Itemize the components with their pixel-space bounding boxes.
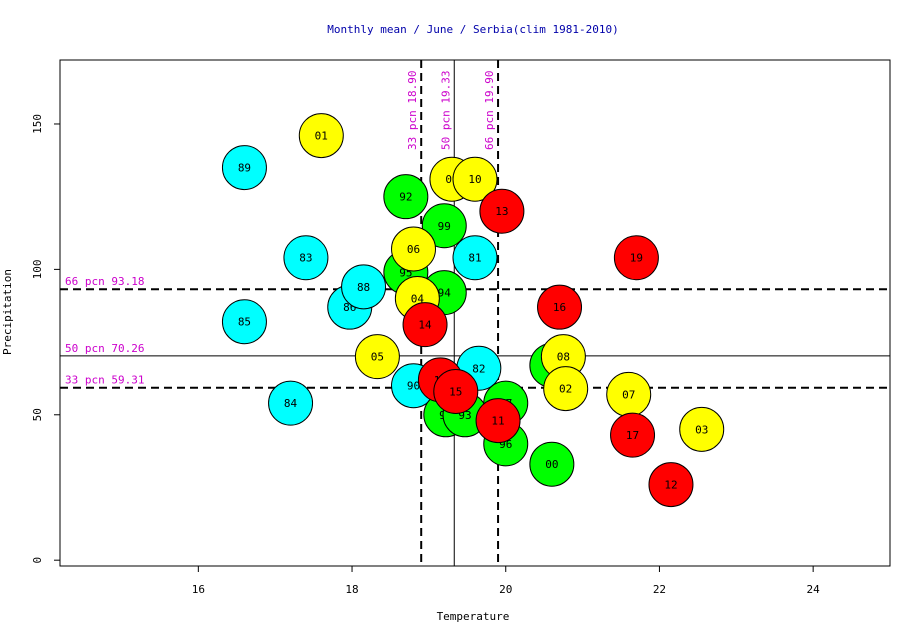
point-label-85: 85: [238, 316, 251, 329]
point-19: [613, 235, 659, 281]
point-label-92: 92: [399, 191, 412, 204]
point-label-02: 02: [559, 383, 572, 396]
point-label-07: 07: [622, 388, 635, 401]
x-tick-label-16: 16: [192, 583, 205, 596]
point-00: [529, 441, 575, 487]
point-label-81: 81: [468, 252, 481, 265]
chart-title: Monthly mean / June / Serbia(clim 1981-2…: [327, 23, 618, 36]
point-99: [421, 203, 467, 249]
point-label-19: 19: [630, 252, 643, 265]
point-10: [452, 156, 498, 202]
point-label-05: 05: [371, 351, 384, 364]
point-02: [543, 366, 589, 412]
vline-label-2: 66 pcn 19.90: [483, 71, 496, 150]
point-label-03: 03: [695, 423, 708, 436]
point-label-10: 10: [468, 173, 481, 186]
vline-label-0: 33 pcn 18.90: [406, 71, 419, 150]
y-tick-label-0: 0: [31, 557, 44, 564]
y-tick-label-100: 100: [31, 259, 44, 279]
point-81: [452, 235, 498, 281]
point-15: [433, 369, 479, 415]
y-tick-label-50: 50: [31, 408, 44, 421]
point-label-90: 90: [407, 380, 420, 393]
point-label-15: 15: [449, 386, 462, 399]
point-label-13: 13: [495, 205, 508, 218]
point-label-89: 89: [238, 162, 251, 175]
point-label-06: 06: [407, 243, 420, 256]
point-05: [354, 334, 400, 380]
point-label-16: 16: [553, 301, 566, 314]
point-label-12: 12: [664, 479, 677, 492]
x-tick-label-18: 18: [345, 583, 358, 596]
point-label-17: 17: [626, 429, 639, 442]
point-12: [648, 462, 694, 508]
hline-label-2: 33 pcn 59.31: [65, 374, 144, 387]
hline-label-0: 66 pcn 93.18: [65, 275, 144, 288]
y-tick-label-150: 150: [31, 114, 44, 134]
point-01: [298, 113, 344, 159]
point-label-11: 11: [491, 415, 504, 428]
point-13: [479, 188, 525, 234]
y-axis-label: Precipitation: [1, 269, 14, 355]
point-label-08: 08: [557, 351, 570, 364]
point-17: [610, 412, 656, 458]
point-label-84: 84: [284, 397, 298, 410]
x-tick-label-24: 24: [807, 583, 821, 596]
point-06: [391, 226, 437, 272]
x-tick-label-20: 20: [499, 583, 512, 596]
point-03: [679, 406, 725, 452]
point-label-83: 83: [299, 252, 312, 265]
point-label-94: 94: [438, 287, 452, 300]
point-11: [475, 398, 521, 444]
hline-label-1: 50 pcn 70.26: [65, 342, 144, 355]
point-85: [221, 299, 267, 345]
point-84: [268, 380, 314, 426]
point-label-82: 82: [472, 362, 485, 375]
point-label-14: 14: [418, 319, 432, 332]
vline-label-1: 50 pcn 19.33: [439, 71, 452, 150]
point-89: [221, 145, 267, 191]
point-92: [383, 174, 429, 220]
reference-lines: 33 pcn 18.90 50 pcn 19.33 66 pcn 19.90 66 p…: [60, 60, 890, 566]
x-axis-label: Temperature: [437, 610, 510, 623]
point-14: [402, 302, 448, 348]
point-83: [283, 235, 329, 281]
point-88: [341, 264, 387, 310]
data-points: 8983858486889081829299959491938796980001…: [221, 113, 725, 508]
point-label-99: 99: [438, 220, 451, 233]
point-label-00: 00: [545, 458, 558, 471]
point-label-01: 01: [315, 130, 328, 143]
plot-frame: [59, 59, 891, 567]
point-16: [537, 284, 583, 330]
x-tick-label-22: 22: [653, 583, 666, 596]
point-label-04: 04: [411, 292, 425, 305]
point-label-88: 88: [357, 281, 370, 294]
